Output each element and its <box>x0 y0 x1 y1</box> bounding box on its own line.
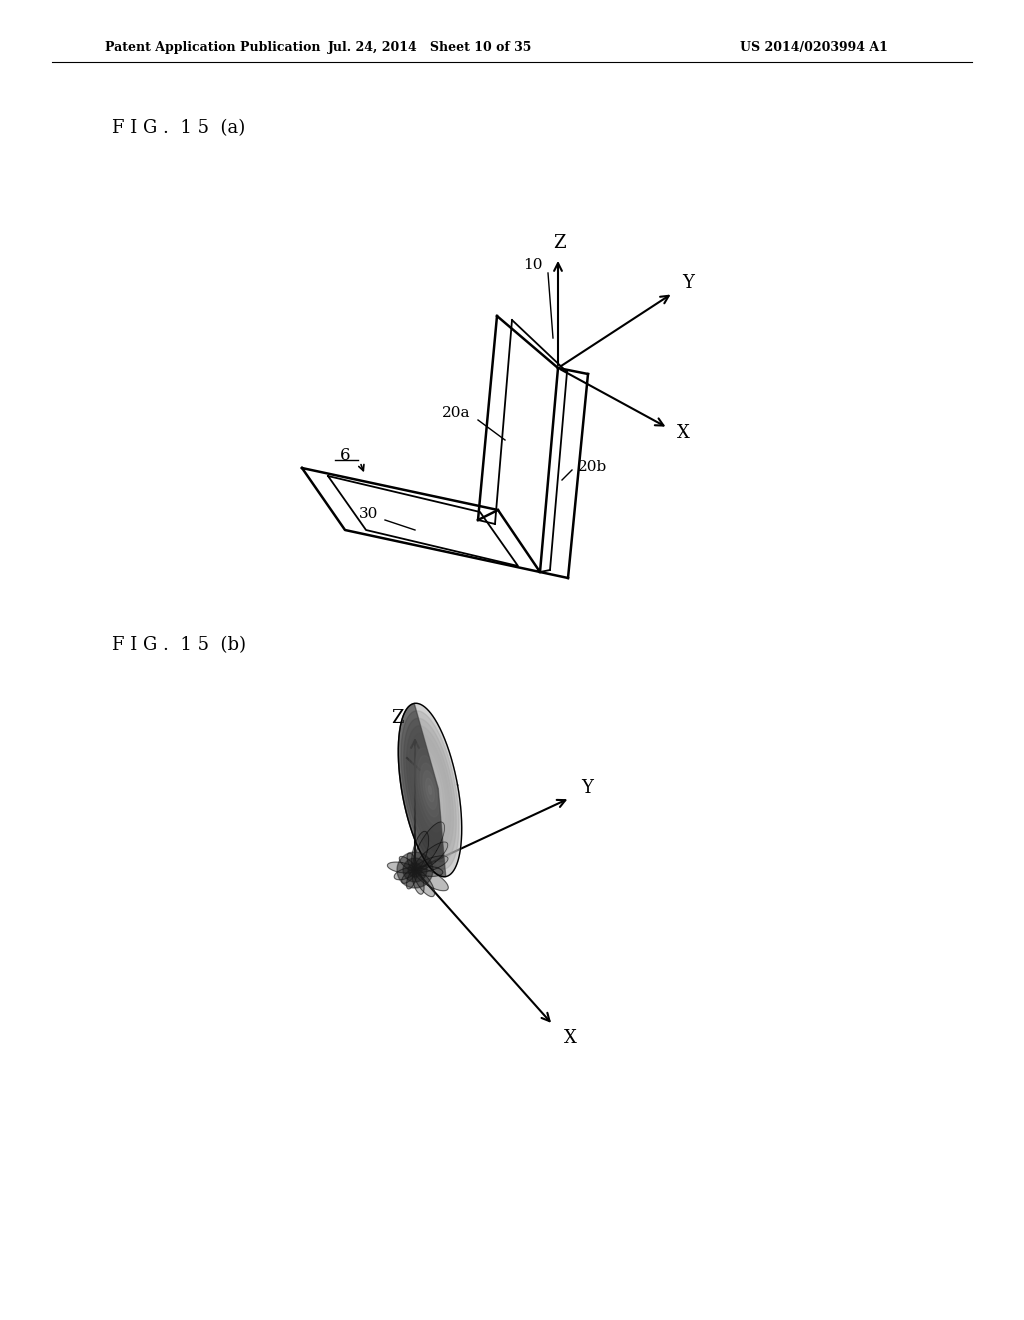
Polygon shape <box>407 870 417 888</box>
Polygon shape <box>403 718 457 862</box>
Polygon shape <box>397 851 433 888</box>
Text: 20b: 20b <box>578 459 607 474</box>
Polygon shape <box>408 853 417 870</box>
Polygon shape <box>418 756 442 824</box>
Polygon shape <box>403 858 427 882</box>
Polygon shape <box>426 779 434 801</box>
Polygon shape <box>415 748 445 832</box>
Text: Y: Y <box>581 779 593 797</box>
Polygon shape <box>423 771 437 809</box>
Polygon shape <box>394 867 415 880</box>
Polygon shape <box>407 726 454 854</box>
Text: X: X <box>563 1030 577 1047</box>
Polygon shape <box>415 869 449 891</box>
Text: US 2014/0203994 A1: US 2014/0203994 A1 <box>740 41 888 54</box>
Polygon shape <box>410 733 451 846</box>
Text: F I G .  1 5  (a): F I G . 1 5 (a) <box>112 119 246 137</box>
Text: Patent Application Publication: Patent Application Publication <box>105 41 321 54</box>
Polygon shape <box>412 741 449 840</box>
Polygon shape <box>398 704 462 876</box>
Text: F I G .  1 5  (b): F I G . 1 5 (b) <box>112 636 246 653</box>
Text: 10: 10 <box>523 257 543 272</box>
Text: 6: 6 <box>340 446 350 463</box>
Text: Z: Z <box>391 709 403 727</box>
Polygon shape <box>413 870 424 894</box>
Polygon shape <box>415 704 462 876</box>
Text: 20a: 20a <box>441 407 470 420</box>
Polygon shape <box>387 862 415 873</box>
Polygon shape <box>415 842 447 871</box>
Polygon shape <box>412 867 418 873</box>
Polygon shape <box>428 785 431 795</box>
Polygon shape <box>399 857 416 871</box>
Polygon shape <box>401 710 459 870</box>
Text: Jul. 24, 2014   Sheet 10 of 35: Jul. 24, 2014 Sheet 10 of 35 <box>328 41 532 54</box>
Polygon shape <box>408 863 422 876</box>
Text: X: X <box>677 424 689 442</box>
Polygon shape <box>401 870 416 883</box>
Polygon shape <box>415 866 443 876</box>
Polygon shape <box>398 704 445 876</box>
Text: 30: 30 <box>358 507 378 521</box>
Polygon shape <box>413 822 444 870</box>
Text: Z: Z <box>554 234 566 252</box>
Polygon shape <box>412 832 429 870</box>
Polygon shape <box>420 763 440 817</box>
Polygon shape <box>414 870 434 896</box>
Text: Y: Y <box>682 275 694 292</box>
Polygon shape <box>415 855 449 873</box>
